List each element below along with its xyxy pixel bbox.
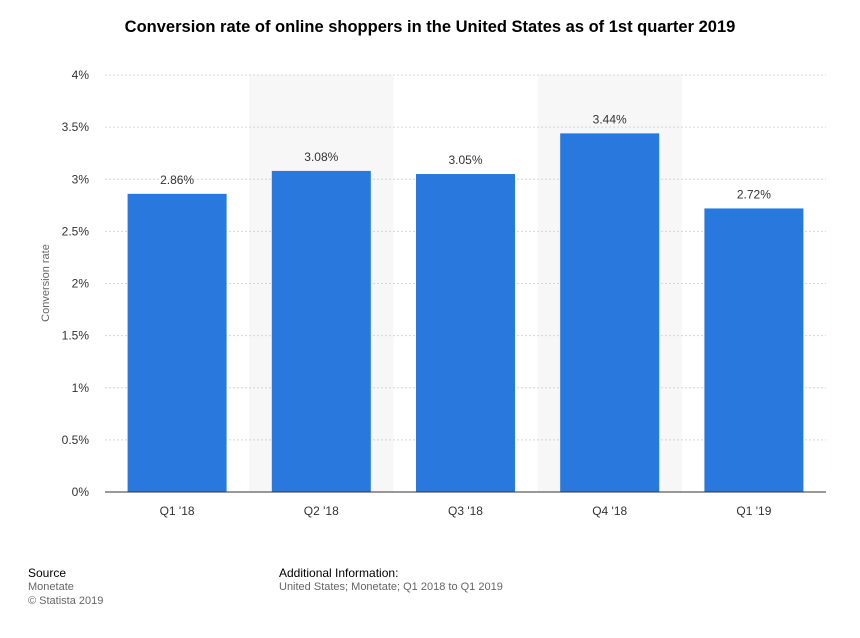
- additional-info-block: Additional Information: United States; M…: [279, 566, 503, 594]
- value-label: 3.08%: [304, 150, 338, 164]
- x-tick-label: Q1 '18: [160, 504, 195, 518]
- y-axis-label: Conversion rate: [40, 244, 52, 322]
- additional-info-heading: Additional Information:: [279, 566, 399, 580]
- x-tick-label: Q2 '18: [304, 504, 339, 518]
- bar: [704, 208, 804, 492]
- bar: [271, 170, 371, 492]
- x-tick-label: Q4 '18: [592, 504, 627, 518]
- y-tick-label: 1.5%: [62, 329, 90, 343]
- chart-title: Conversion rate of online shoppers in th…: [124, 18, 736, 36]
- value-label: 2.86%: [160, 173, 194, 187]
- value-label: 3.44%: [593, 112, 627, 126]
- x-axis-ticks: Q1 '18 Q2 '18 Q3 '18 Q4 '18 Q1 '19: [160, 504, 772, 518]
- y-tick-label: 1%: [72, 381, 90, 395]
- bar: [416, 174, 515, 492]
- y-tick-label: 0.5%: [62, 433, 90, 447]
- y-axis-ticks: 0% 0.5% 1% 1.5% 2% 2.5% 3% 3.5% 4%: [62, 68, 90, 499]
- source-line-copyright: © Statista 2019: [28, 595, 104, 607]
- bar: [127, 193, 227, 492]
- y-tick-label: 4%: [72, 68, 90, 82]
- source-heading: Source: [28, 566, 67, 580]
- y-tick-label: 3.5%: [62, 120, 90, 134]
- y-tick-label: 0%: [72, 485, 90, 499]
- value-label: 3.05%: [448, 153, 482, 167]
- y-tick-label: 3%: [72, 172, 90, 186]
- value-label: 2.72%: [737, 187, 771, 201]
- x-tick-label: Q3 '18: [448, 504, 483, 518]
- y-tick-label: 2.5%: [62, 224, 90, 238]
- bar: [560, 133, 660, 492]
- x-tick-label: Q1 '19: [736, 504, 771, 518]
- source-line-monetate: Monetate: [28, 581, 74, 593]
- value-labels: 2.86% 3.08% 3.05% 3.44% 2.72%: [160, 112, 771, 201]
- bars: [127, 133, 804, 492]
- source-block: Source Monetate © Statista 2019: [28, 566, 103, 608]
- additional-info-line: United States; Monetate; Q1 2018 to Q1 2…: [279, 581, 503, 593]
- y-tick-label: 2%: [72, 277, 90, 291]
